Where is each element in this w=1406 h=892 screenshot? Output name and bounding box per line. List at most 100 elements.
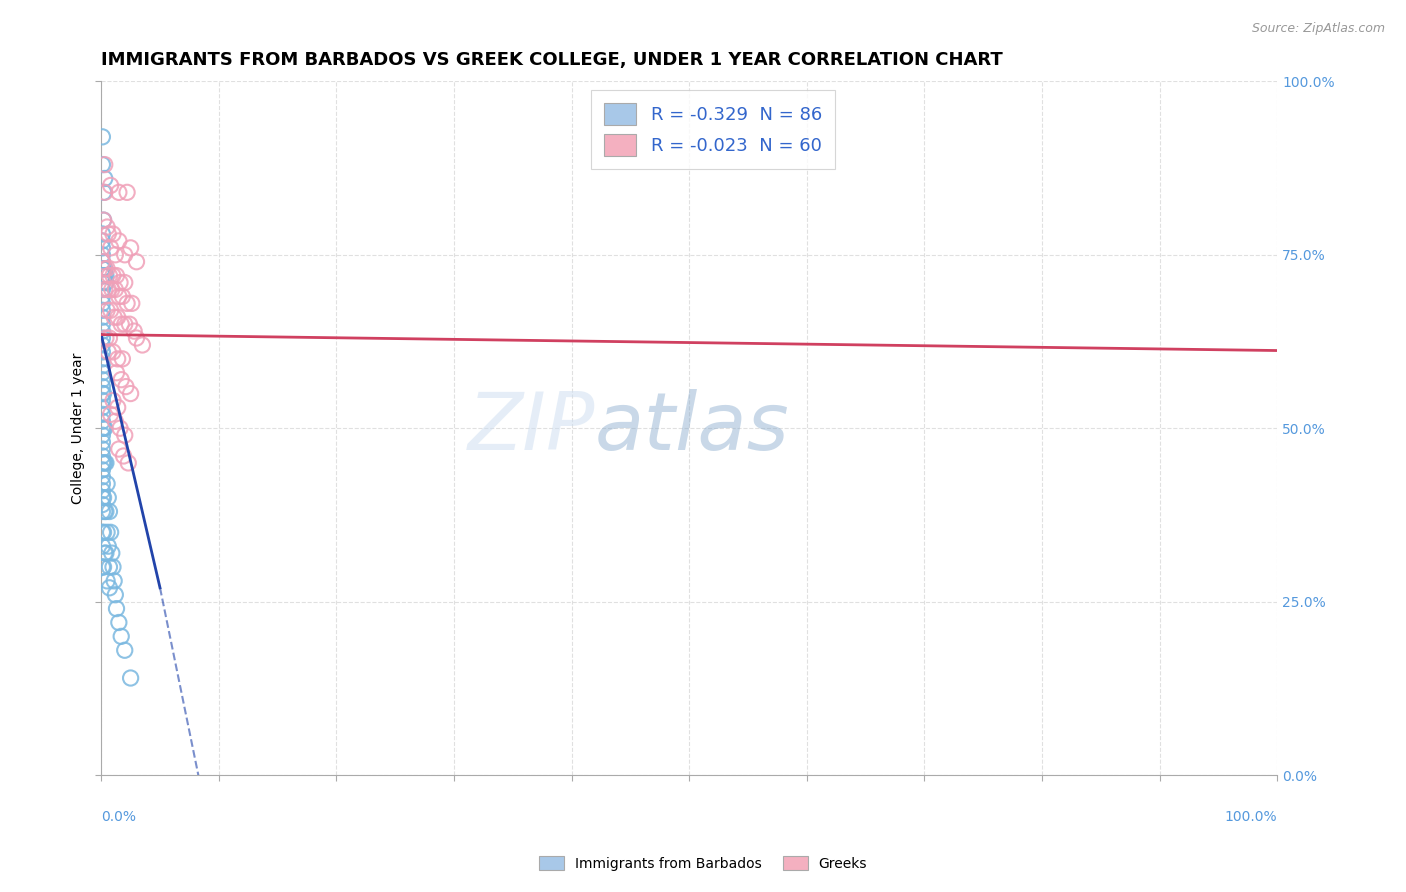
- Point: [91, 483, 114, 498]
- Point: [91, 345, 114, 359]
- Point: [91, 504, 114, 518]
- Point: [93, 268, 115, 283]
- Point: [105, 366, 128, 380]
- Point: [107, 310, 129, 325]
- Point: [91, 248, 114, 262]
- Point: [115, 296, 138, 310]
- Point: [93, 504, 115, 518]
- Point: [114, 643, 136, 657]
- Point: [91, 254, 114, 268]
- Point: [93, 186, 115, 200]
- Point: [100, 525, 122, 540]
- Point: [100, 303, 122, 318]
- Legend: Immigrants from Barbados, Greeks: Immigrants from Barbados, Greeks: [533, 850, 873, 876]
- Point: [107, 401, 129, 415]
- Point: [104, 414, 127, 428]
- Point: [93, 213, 115, 227]
- Point: [105, 601, 128, 615]
- Point: [91, 525, 114, 540]
- Text: 0.0%: 0.0%: [101, 810, 136, 824]
- Point: [91, 456, 114, 470]
- Point: [91, 338, 114, 352]
- Point: [91, 261, 114, 276]
- Point: [103, 574, 125, 588]
- Point: [108, 289, 131, 303]
- Point: [101, 268, 124, 283]
- Point: [114, 317, 136, 331]
- Point: [91, 408, 114, 422]
- Point: [91, 283, 114, 297]
- Point: [101, 560, 124, 574]
- Point: [112, 449, 135, 463]
- Point: [97, 491, 120, 505]
- Point: [91, 414, 114, 428]
- Point: [118, 317, 141, 331]
- Point: [91, 393, 114, 408]
- Point: [91, 386, 114, 401]
- Point: [114, 276, 136, 290]
- Point: [93, 491, 115, 505]
- Point: [91, 317, 114, 331]
- Point: [101, 345, 124, 359]
- Point: [125, 254, 148, 268]
- Text: ZIP: ZIP: [468, 389, 595, 467]
- Point: [114, 248, 136, 262]
- Point: [91, 276, 114, 290]
- Point: [97, 283, 120, 297]
- Point: [91, 373, 114, 387]
- Point: [117, 456, 139, 470]
- Point: [93, 421, 115, 435]
- Point: [101, 283, 124, 297]
- Point: [91, 331, 114, 345]
- Point: [91, 442, 114, 456]
- Point: [91, 227, 114, 241]
- Text: 100.0%: 100.0%: [1225, 810, 1277, 824]
- Point: [94, 331, 117, 345]
- Point: [91, 428, 114, 442]
- Point: [93, 268, 115, 283]
- Point: [105, 268, 128, 283]
- Point: [96, 574, 118, 588]
- Point: [108, 615, 131, 630]
- Point: [91, 435, 114, 450]
- Point: [91, 366, 114, 380]
- Text: atlas: atlas: [595, 389, 790, 467]
- Point: [91, 351, 114, 366]
- Point: [93, 456, 115, 470]
- Point: [96, 220, 118, 235]
- Point: [114, 428, 136, 442]
- Point: [93, 186, 115, 200]
- Point: [108, 421, 131, 435]
- Point: [110, 629, 132, 643]
- Point: [98, 504, 121, 518]
- Point: [91, 498, 114, 512]
- Point: [98, 268, 121, 283]
- Point: [98, 560, 121, 574]
- Point: [91, 268, 114, 283]
- Point: [91, 254, 114, 268]
- Text: IMMIGRANTS FROM BARBADOS VS GREEK COLLEGE, UNDER 1 YEAR CORRELATION CHART: IMMIGRANTS FROM BARBADOS VS GREEK COLLEG…: [101, 51, 1002, 69]
- Point: [98, 331, 121, 345]
- Point: [100, 178, 122, 193]
- Point: [91, 379, 114, 393]
- Point: [93, 421, 115, 435]
- Point: [121, 296, 143, 310]
- Point: [91, 129, 114, 144]
- Legend: R = -0.329  N = 86, R = -0.023  N = 60: R = -0.329 N = 86, R = -0.023 N = 60: [591, 90, 835, 169]
- Point: [104, 248, 127, 262]
- Point: [91, 476, 114, 491]
- Point: [91, 303, 114, 318]
- Point: [91, 359, 114, 373]
- Point: [91, 289, 114, 303]
- Point: [107, 351, 129, 366]
- Point: [93, 261, 115, 276]
- Point: [93, 171, 115, 186]
- Point: [93, 261, 115, 276]
- Point: [93, 261, 115, 276]
- Point: [91, 241, 114, 255]
- Point: [108, 186, 131, 200]
- Point: [94, 456, 117, 470]
- Point: [120, 671, 142, 685]
- Point: [103, 310, 125, 325]
- Point: [104, 283, 127, 297]
